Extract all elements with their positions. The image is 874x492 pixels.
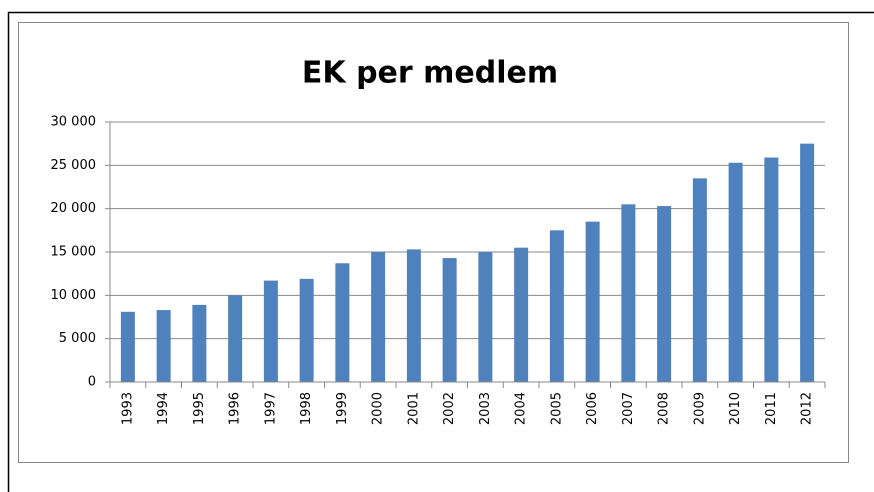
bar [371,252,386,382]
x-tick-label: 1996 [228,392,243,425]
bar [228,295,243,382]
bar [764,157,779,382]
x-tick-label: 2012 [800,392,815,425]
bar [406,249,421,382]
bar [442,258,457,382]
x-tick-label: 2001 [406,392,421,425]
y-tick-label: 5 000 [59,331,96,346]
bar [621,204,636,382]
x-tick-label: 2011 [764,392,779,425]
bar [657,206,672,382]
x-tick-label: 2010 [728,392,743,425]
bar [335,263,350,382]
x-tick-label: 2000 [371,392,386,425]
bar [263,280,278,382]
bar [585,221,600,382]
bar [692,178,707,382]
y-tick-label: 20 000 [51,201,97,216]
x-tick-label: 2004 [514,392,529,425]
x-tick-label: 1999 [335,392,350,425]
bar [192,304,207,382]
x-tick-label: 2009 [692,392,707,425]
x-tick-label: 2008 [657,392,672,425]
bar [299,278,314,382]
chart-frame [18,22,849,463]
y-tick-label: 30 000 [51,115,97,130]
bar [478,252,493,382]
y-tick-label: 10 000 [51,288,97,303]
chart-title: EK per medlem [302,56,558,91]
y-tick-label: 25 000 [51,158,97,173]
bar [120,311,135,382]
x-tick-label: 1995 [192,392,207,425]
x-tick-label: 2006 [585,392,600,425]
bar [800,143,815,382]
x-tick-label: 2005 [549,392,564,425]
x-tick-label: 1998 [299,392,314,425]
x-tick-label: 2007 [621,392,636,425]
bar [514,247,529,382]
outer-frame [7,11,874,492]
x-tick-label: 1997 [263,392,278,425]
x-tick-label: 2003 [478,392,493,425]
bar [156,310,171,382]
x-tick-label: 1994 [156,392,171,425]
y-tick-label: 15 000 [51,245,97,260]
bar [728,162,743,382]
y-tick-label: 0 [88,375,96,390]
bar [549,230,564,382]
x-tick-label: 2002 [442,392,457,425]
x-tick-label: 1993 [120,392,135,425]
